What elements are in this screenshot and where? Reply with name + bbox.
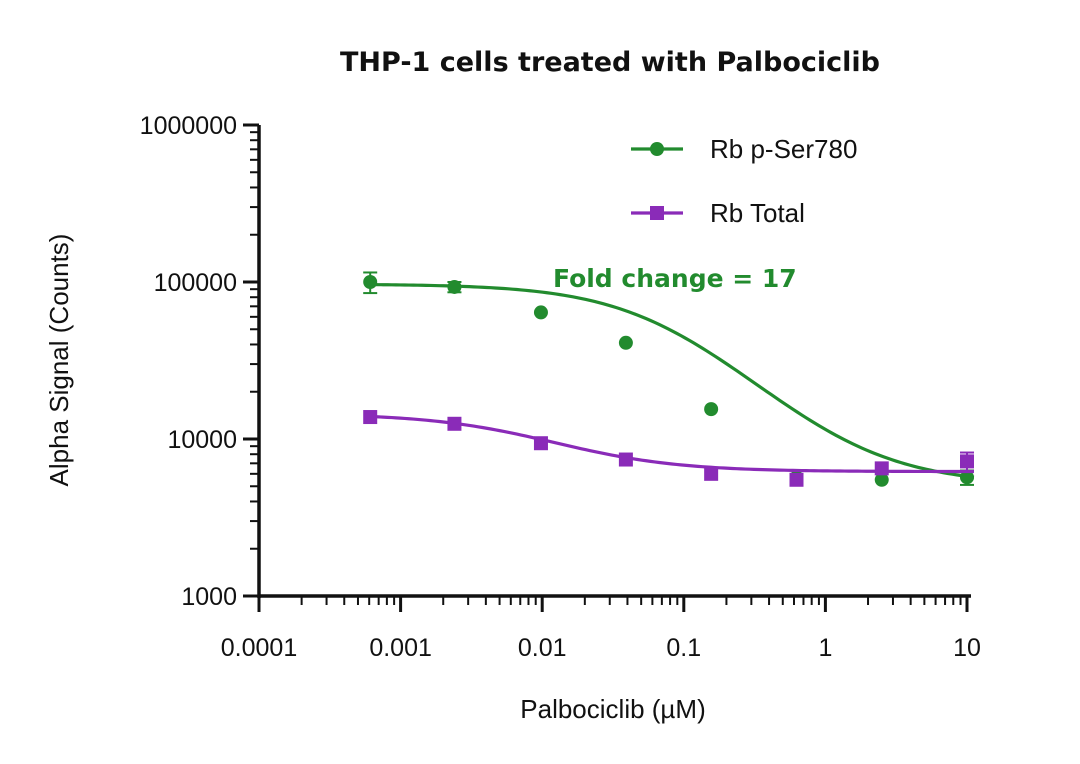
legend-label: Rb Total [710, 198, 805, 228]
x-tick-label: 0.001 [369, 634, 432, 662]
data-point [363, 275, 378, 289]
x-tick-label: 10 [953, 634, 981, 662]
data-point [533, 305, 548, 320]
legend-item: Rb Total [631, 198, 805, 228]
data-point [704, 466, 719, 481]
data-point [618, 452, 633, 467]
fit-curve [370, 414, 974, 474]
legend-marker [650, 206, 664, 220]
x-tick-label: 0.1 [666, 634, 701, 662]
data-point [618, 335, 633, 350]
x-tick-label: 0.0001 [221, 634, 297, 662]
data-point [363, 410, 378, 425]
axes: 0.0001 0.001 0.01 0.1 1 10 1000 10000 100000 1000… [140, 112, 981, 662]
legend-item: Rb p-Ser780 [631, 134, 857, 164]
y-axis-title: Alpha Signal (Counts) [44, 234, 74, 487]
legend-marker [650, 142, 664, 156]
data-point [533, 436, 548, 451]
data-point [960, 470, 974, 485]
x-axis-title: Palbociclib (µM) [520, 694, 705, 724]
data-point [447, 279, 462, 294]
legend-label: Rb p-Ser780 [710, 134, 857, 164]
data-point [789, 472, 804, 487]
y-tick-label: 1000000 [140, 112, 237, 140]
series-rb-p-ser780 [363, 271, 975, 487]
plot-area [363, 271, 975, 487]
data-point [960, 454, 974, 469]
fold-change-annotation: Fold change = 17 [553, 264, 797, 293]
chart-title: THP-1 cells treated with Palbociclib [340, 47, 880, 78]
data-point [447, 416, 462, 431]
data-point [704, 402, 719, 417]
data-point [874, 461, 889, 476]
data-point [874, 472, 889, 487]
x-tick-label: 0.01 [518, 634, 567, 662]
x-tick-label: 1 [818, 634, 832, 662]
y-tick-label: 1000 [181, 583, 237, 611]
y-tick-label: 10000 [167, 426, 237, 454]
legend: Rb p-Ser780 Rb Total [631, 134, 857, 228]
y-tick-label: 100000 [154, 269, 237, 297]
series-rb-total [363, 410, 974, 487]
fit-curve [370, 283, 975, 479]
